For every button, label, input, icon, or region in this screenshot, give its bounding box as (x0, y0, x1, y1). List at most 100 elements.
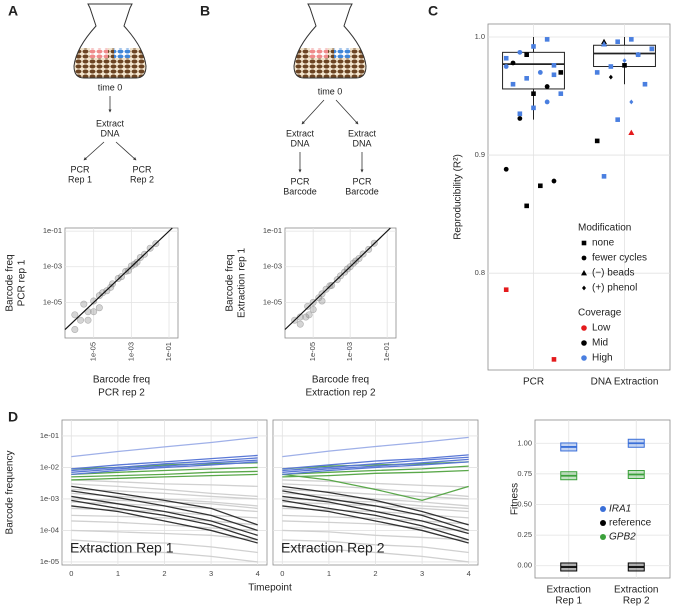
point (524, 203, 529, 209)
point (629, 37, 634, 42)
y-tick-label: 0.9 (475, 150, 485, 159)
legend-label: Low (592, 323, 611, 334)
x-axis-label: Barcode freq (312, 375, 369, 386)
point (517, 116, 523, 121)
legend-key (581, 270, 587, 276)
point (551, 63, 557, 68)
diagram-text: PCR (132, 164, 152, 174)
series-line (71, 479, 258, 488)
point (622, 63, 627, 68)
x-tick-label: Rep 2 (623, 596, 650, 607)
point (503, 166, 509, 172)
series-line (282, 454, 469, 470)
panel-letter: B (200, 3, 210, 19)
x-tick-label: 1e-05 (89, 342, 98, 361)
series-line (282, 514, 469, 525)
y-tick-label: 1e-05 (263, 297, 282, 306)
series-line (282, 436, 469, 458)
legend-label: High (592, 353, 613, 364)
legend-label: fewer cycles (592, 253, 647, 264)
point (304, 302, 312, 310)
x-axis-label: Barcode freq (93, 375, 150, 386)
panel-letter: A (8, 3, 18, 19)
series-line (71, 546, 258, 563)
identity-line (64, 227, 173, 330)
point (124, 267, 132, 275)
box (502, 51, 565, 90)
point (510, 60, 516, 66)
y-axis-label: Reproducibility (R²) (453, 154, 464, 240)
point (538, 183, 543, 189)
point (71, 311, 79, 319)
x-tick-label: 1 (327, 569, 331, 578)
point (531, 105, 536, 111)
y-tick-label: 1e-02 (40, 462, 59, 471)
series-line (71, 470, 258, 478)
y-tick-label: 0.75 (517, 469, 532, 478)
legend-label: (−) beads (592, 268, 635, 279)
series-line (71, 457, 258, 472)
legend-label: none (592, 238, 615, 249)
point (551, 357, 557, 362)
point (628, 129, 635, 136)
point (615, 117, 620, 122)
point (544, 37, 550, 42)
chart-box: 0.8 0.9 1.0 PCR DNA Extraction Modification no… (475, 23, 671, 388)
plot-background (487, 23, 671, 371)
point (503, 64, 509, 69)
panel-label: Extraction Rep 1 (70, 540, 174, 556)
y-axis-label: Barcode freq (225, 254, 236, 311)
x-tick-label: 1 (116, 569, 120, 578)
point (558, 91, 564, 96)
series-line (282, 483, 469, 498)
series-line (282, 520, 469, 532)
y-tick-label: 1e-05 (43, 297, 62, 306)
x-axis-label: Extraction rep 2 (305, 388, 375, 399)
x-tick-label: Extraction (614, 585, 658, 596)
arrow (83, 141, 105, 161)
point (649, 46, 655, 52)
series-line (71, 498, 258, 510)
point (531, 91, 536, 96)
point (537, 70, 543, 75)
panel-letter: D (8, 409, 18, 425)
series-line (282, 456, 469, 472)
chart-scatter: 1e-05 1e-03 1e-01 1e-05 1e-03 1e-01 Barcode fr… (43, 226, 179, 399)
series-line (282, 473, 469, 502)
diagram-text: Extract (348, 128, 377, 138)
series-line (282, 495, 469, 535)
diagram-text: Extract (96, 118, 125, 128)
chart-scatter: 1e-05 1e-03 1e-01 1e-05 1e-03 1e-01 Barcode fr… (263, 226, 397, 399)
legend-key (581, 355, 587, 361)
diagram-text: DNA (352, 138, 371, 148)
point (635, 52, 641, 58)
point (503, 55, 509, 61)
point (531, 44, 536, 49)
series-line (282, 539, 469, 554)
plot-background (534, 419, 671, 579)
legend-key (600, 520, 606, 526)
series-line (282, 458, 469, 473)
series-line (282, 461, 469, 476)
x-tick-label: 1e-03 (126, 342, 135, 361)
y-tick-label: 1.0 (475, 32, 485, 41)
diagram-text: Rep 2 (130, 174, 154, 184)
legend-label: GPB2 (609, 532, 636, 543)
series-line (282, 492, 469, 507)
series-line (71, 490, 258, 532)
point (99, 289, 107, 297)
x-tick-label: Rep 1 (555, 596, 582, 607)
series-line (71, 520, 258, 532)
x-tick-label: 1e-01 (164, 342, 173, 361)
series-line (71, 436, 258, 458)
point (296, 320, 304, 328)
legend-label: (+) phenol (592, 283, 637, 294)
x-tick-label: 1e-05 (308, 342, 317, 361)
series-line (282, 546, 469, 563)
series-line (71, 485, 258, 526)
series-line (71, 539, 258, 554)
legend-label: Mid (592, 338, 608, 349)
y-axis-label: Barcode frequency (5, 451, 16, 535)
series-line (71, 499, 258, 541)
